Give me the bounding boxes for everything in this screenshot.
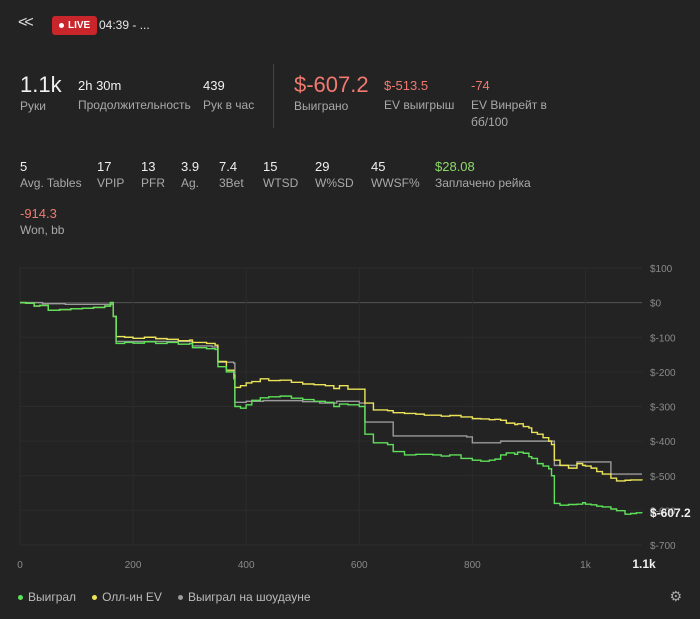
stats-divider	[273, 64, 274, 128]
stat-agg-label: Ag.	[181, 176, 200, 190]
stat-agg: 3.9 Ag.	[181, 159, 199, 192]
legend-label-showdown: Выиграл на шоудауне	[187, 590, 311, 604]
stat-won: $-607.2 Выиграно	[294, 72, 369, 115]
stat-hands-per-hour: 439 Рук в час	[203, 77, 254, 114]
x-tick-label: 800	[464, 560, 481, 571]
x-tick-label: 0	[17, 560, 23, 571]
stat-pfr-label: PFR	[141, 176, 165, 190]
legend-item-allin-ev[interactable]: Олл-ин EV	[92, 590, 162, 604]
stat-pfr: 13 PFR	[141, 159, 165, 192]
chart-legend: Выиграл Олл-ин EV Выиграл на шоудауне	[18, 590, 311, 604]
stat-won-bb: -914.3 Won, bb	[20, 206, 64, 239]
stat-ev-winrate-label2: бб/100	[471, 115, 509, 129]
stat-won-label: Выиграно	[294, 99, 349, 113]
stat-agg-value: 3.9	[181, 159, 200, 174]
y-tick-label: $-500	[650, 472, 676, 483]
stat-3bet: 7.4 3Bet	[219, 159, 244, 192]
gear-icon[interactable]: ⚙	[669, 588, 682, 604]
series-line-2	[20, 301, 642, 475]
x-tick-label: 200	[125, 560, 142, 571]
stat-duration: 2h 30m Продолжительность	[78, 77, 191, 114]
stat-3bet-label: 3Bet	[219, 176, 244, 190]
bankroll-chart[interactable]: $100 $0 $-100 $-200 $-300 $-400 $-500 $-600 $-70…	[0, 258, 700, 578]
stat-vpip-label: VPIP	[97, 176, 125, 190]
stat-won-bb-label: Won, bb	[20, 223, 65, 237]
series-line-1	[20, 301, 643, 482]
stat-hands-label: Руки	[20, 99, 46, 113]
stat-wwsf-value: 45	[371, 159, 386, 174]
legend-item-won[interactable]: Выиграл	[18, 590, 76, 604]
session-time: 04:39 - ...	[99, 18, 150, 32]
stat-rake-value: $28.08	[435, 159, 475, 174]
stat-won-bb-value: -914.3	[20, 206, 57, 221]
y-tick-label: $-700	[650, 541, 676, 552]
y-tick-label: $100	[650, 264, 673, 275]
stat-3bet-value: 7.4	[219, 159, 238, 174]
stat-vpip-value: 17	[97, 159, 112, 174]
x-tick-label: 400	[238, 560, 255, 571]
stat-wsd: 29 W%SD	[315, 159, 354, 192]
series-line-0	[20, 301, 643, 515]
stat-wwsf: 45 WWSF%	[371, 159, 420, 192]
stat-pfr-value: 13	[141, 159, 156, 174]
stat-wsd-label: W%SD	[315, 176, 354, 190]
y-tick-label: $-100	[650, 333, 676, 344]
legend-dot-icon	[92, 594, 98, 600]
stat-rake: $28.08 Заплачено рейка	[435, 159, 531, 192]
legend-dot-icon	[177, 594, 183, 600]
legend-item-showdown[interactable]: Выиграл на шоудауне	[177, 590, 311, 604]
stat-rake-label: Заплачено рейка	[435, 176, 531, 190]
stat-hph-value: 439	[203, 78, 225, 93]
stat-ev-winrate: -74 EV Винрейт в бб/100	[471, 77, 547, 131]
stat-wtsd: 15 WTSD	[263, 159, 298, 192]
legend-dot-icon	[18, 594, 23, 600]
legend-label-won: Выиграл	[28, 590, 77, 604]
end-value-label: $-607.2	[650, 506, 691, 520]
stat-ev-won-value: $-513.5	[384, 78, 429, 93]
x-tick-label: 1k	[580, 560, 592, 571]
y-tick-label: $-200	[650, 368, 676, 379]
stat-ev-winrate-value: -74	[471, 78, 490, 93]
legend-label-allin-ev: Олл-ин EV	[102, 590, 162, 604]
stat-avg-tables-label: Avg. Tables	[20, 176, 82, 190]
stat-hands-value: 1.1k	[20, 72, 62, 97]
live-dot-icon	[59, 23, 64, 28]
y-tick-label: $-400	[650, 437, 676, 448]
x-tick-label: 600	[351, 560, 368, 571]
stat-avg-tables: 5 Avg. Tables	[20, 159, 82, 192]
stat-wwsf-label: WWSF%	[371, 176, 420, 190]
x-tick-label: 1.1k	[632, 557, 656, 571]
stat-ev-won: $-513.5 EV выигрыш	[384, 77, 454, 114]
y-tick-label: $0	[650, 299, 662, 310]
stat-won-value: $-607.2	[294, 72, 369, 97]
stat-wsd-value: 29	[315, 159, 330, 174]
back-icon[interactable]: <<	[18, 14, 34, 31]
stat-avg-tables-value: 5	[20, 159, 28, 174]
stat-wtsd-value: 15	[263, 159, 278, 174]
y-tick-label: $-600	[650, 506, 676, 517]
stat-duration-value: 2h 30m	[78, 78, 122, 93]
stat-vpip: 17 VPIP	[97, 159, 124, 192]
stat-hands: 1.1k Руки	[20, 72, 62, 115]
stat-ev-winrate-label: EV Винрейт в	[471, 98, 547, 112]
live-badge: LIVE	[52, 16, 98, 35]
stat-wtsd-label: WTSD	[263, 176, 299, 190]
stat-ev-won-label: EV выигрыш	[384, 98, 455, 112]
stat-hph-label: Рук в час	[203, 98, 255, 112]
stat-duration-label: Продолжительность	[78, 98, 191, 112]
live-label: LIVE	[68, 20, 91, 31]
y-tick-label: $-300	[650, 403, 676, 414]
